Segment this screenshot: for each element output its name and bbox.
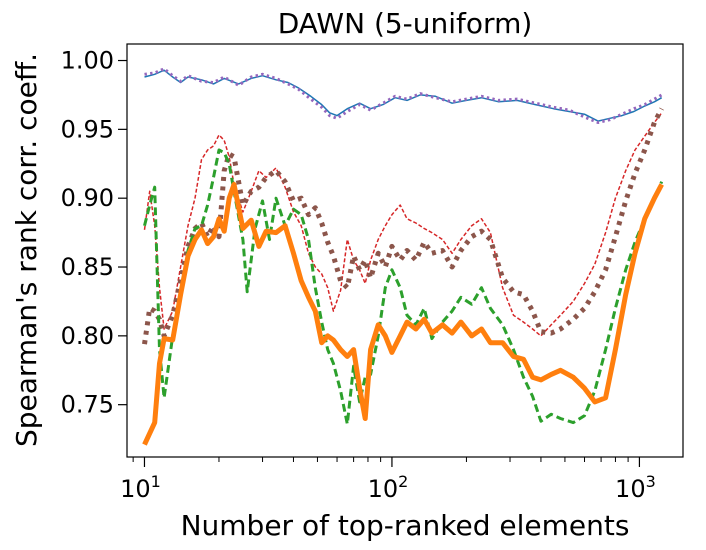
series-line-3: [143, 112, 663, 337]
series-layer: [142, 67, 664, 446]
x-tick-label: 101: [120, 472, 161, 503]
x-tick-label: 102: [368, 472, 409, 503]
ticks-layer: 0.75 0.80 0.85 0.90 0.95 1.00 101 102 103: [61, 47, 656, 503]
x-tick-label: 103: [615, 472, 656, 503]
y-tick-label: 0.95: [61, 115, 114, 143]
series-line-6: [142, 181, 664, 446]
y-tick-label: 1.00: [61, 47, 114, 75]
y-tick-label: 0.80: [61, 322, 114, 350]
series-line-4: [142, 107, 664, 345]
chart-title: DAWN (5-uniform): [278, 7, 533, 40]
y-tick-label: 0.90: [61, 184, 114, 212]
plot-frame: [126, 43, 684, 458]
y-tick-label: 0.85: [61, 253, 114, 281]
x-axis-label: Number of top-ranked elements: [181, 509, 630, 542]
y-axis-label: Spearman's rank corr. coeff.: [10, 53, 43, 447]
y-tick-label: 0.75: [61, 391, 114, 419]
